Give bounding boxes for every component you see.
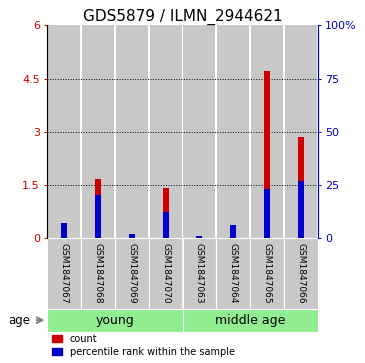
Bar [182, 238, 216, 309]
Bar [196, 236, 203, 238]
Bar [264, 72, 270, 238]
Legend: count, percentile rank within the sample: count, percentile rank within the sample [52, 334, 235, 357]
Text: GSM1847066: GSM1847066 [296, 243, 305, 304]
Title: GDS5879 / ILMN_2944621: GDS5879 / ILMN_2944621 [83, 9, 282, 25]
Bar [297, 180, 304, 238]
Bar [284, 238, 318, 309]
Bar [250, 238, 284, 309]
Bar [162, 188, 169, 238]
Bar [116, 25, 148, 238]
Bar [61, 227, 68, 238]
Bar [47, 309, 182, 331]
Text: young: young [96, 314, 134, 327]
Text: GSM1847063: GSM1847063 [195, 243, 204, 304]
Text: age: age [8, 314, 31, 327]
Bar [150, 25, 182, 238]
Bar [182, 309, 318, 331]
Bar [217, 25, 249, 238]
Bar [129, 234, 135, 238]
Bar [129, 237, 135, 238]
Bar [149, 238, 182, 309]
Bar [82, 25, 114, 238]
Bar [196, 237, 203, 238]
Text: GSM1847069: GSM1847069 [127, 243, 137, 304]
Text: GSM1847065: GSM1847065 [262, 243, 272, 304]
Bar [95, 195, 101, 238]
Bar [81, 238, 115, 309]
Bar [230, 236, 236, 238]
Bar [48, 25, 80, 238]
Bar [285, 25, 317, 238]
Bar [264, 189, 270, 238]
Text: GSM1847067: GSM1847067 [60, 243, 69, 304]
Bar [251, 25, 283, 238]
Text: GSM1847064: GSM1847064 [228, 243, 238, 303]
Bar [183, 25, 215, 238]
Bar [47, 238, 81, 309]
Text: GSM1847070: GSM1847070 [161, 243, 170, 304]
Bar [61, 223, 68, 238]
Bar [230, 225, 236, 238]
Bar [216, 238, 250, 309]
Bar [95, 179, 101, 238]
Text: GSM1847068: GSM1847068 [93, 243, 103, 304]
Bar [297, 137, 304, 238]
Bar [162, 212, 169, 238]
Text: middle age: middle age [215, 314, 285, 327]
Bar [115, 238, 149, 309]
